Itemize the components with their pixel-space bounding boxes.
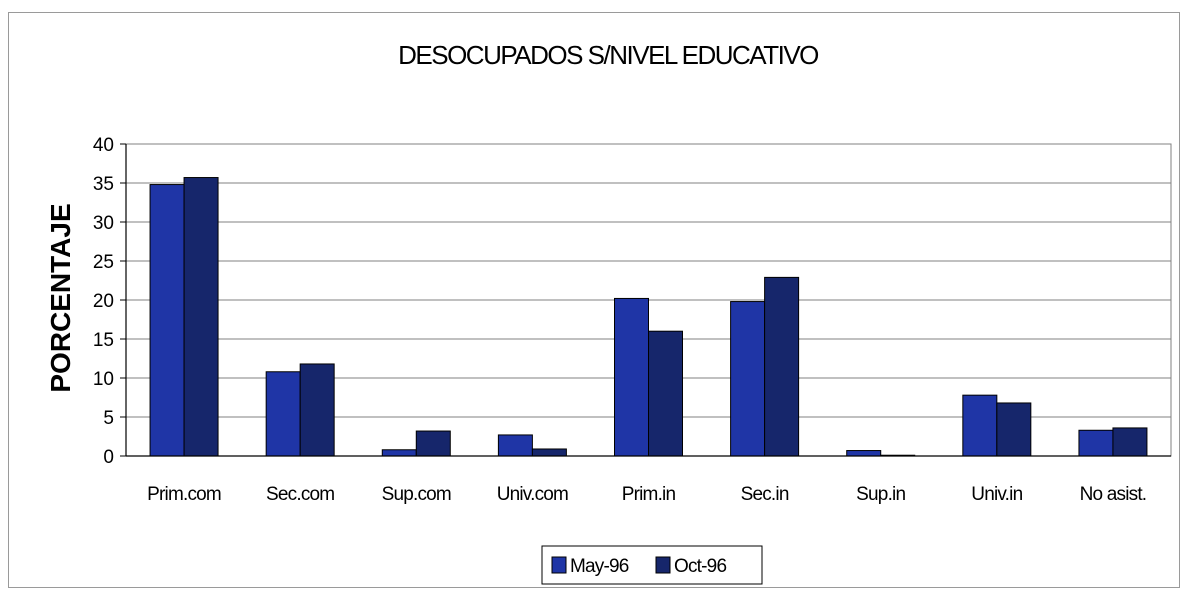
bar-oct-96-3 bbox=[531, 448, 567, 457]
y-tick-label: 10 bbox=[93, 369, 114, 390]
y-axis-label: PORCENTAJE bbox=[45, 203, 76, 392]
x-category-label: Univ.com bbox=[497, 484, 568, 505]
y-tick-label: 40 bbox=[93, 135, 114, 156]
x-category-label: Univ.in bbox=[971, 484, 1022, 505]
y-tick-label: 25 bbox=[93, 252, 114, 273]
bar-oct-96-7 bbox=[996, 402, 1032, 457]
legend-swatch-1 bbox=[655, 556, 671, 574]
legend: May-96 Oct-96 bbox=[541, 545, 763, 585]
bar-may-96-7 bbox=[962, 394, 998, 457]
bar-oct-96-4 bbox=[648, 330, 683, 457]
x-category-label: Sec.in bbox=[741, 484, 789, 505]
y-tick-label: 5 bbox=[103, 408, 114, 429]
bar-may-96-3 bbox=[497, 434, 533, 457]
x-category-label: No asist. bbox=[1080, 484, 1147, 505]
x-category-label: Prim.com bbox=[147, 484, 221, 505]
x-category-label: Prim.in bbox=[622, 484, 676, 505]
bar-may-96-6 bbox=[846, 450, 882, 457]
axes bbox=[120, 143, 1171, 457]
bar-may-96-2 bbox=[381, 449, 417, 457]
y-tick-labels: 0 5 10 15 20 25 30 35 40 bbox=[93, 135, 114, 468]
legend-label-0: May-96 bbox=[570, 556, 629, 577]
x-category-label: Sup.com bbox=[382, 484, 451, 505]
bar-may-96-0 bbox=[149, 184, 185, 457]
bar-may-96-5 bbox=[730, 301, 766, 457]
bar-may-96-4 bbox=[614, 297, 649, 457]
legend-box bbox=[541, 545, 763, 585]
x-category-label: Sec.com bbox=[266, 484, 334, 505]
y-tick-label: 35 bbox=[93, 174, 114, 195]
bar-oct-96-5 bbox=[764, 276, 800, 457]
y-tick-label: 15 bbox=[93, 330, 114, 351]
bar-may-96-1 bbox=[265, 371, 301, 457]
x-category-labels: Prim.com Sec.com Sup.com Univ.com Prim.in Sec… bbox=[147, 484, 1147, 505]
bar-oct-96-0 bbox=[183, 177, 219, 457]
x-category-label: Sup.in bbox=[856, 484, 905, 505]
bar-oct-96-1 bbox=[299, 363, 335, 457]
y-tick-label: 30 bbox=[93, 213, 114, 234]
bar-oct-96-2 bbox=[415, 430, 451, 457]
y-tick-label: 0 bbox=[103, 447, 114, 468]
legend-swatch-0 bbox=[551, 556, 567, 574]
bar-may-96-8 bbox=[1078, 429, 1114, 457]
y-tick-label: 20 bbox=[93, 291, 114, 312]
chart-title: DESOCUPADOS S/NIVEL EDUCATIVO bbox=[398, 40, 818, 70]
bars bbox=[149, 177, 1148, 457]
legend-label-1: Oct-96 bbox=[674, 556, 726, 577]
bar-oct-96-8 bbox=[1112, 427, 1148, 457]
